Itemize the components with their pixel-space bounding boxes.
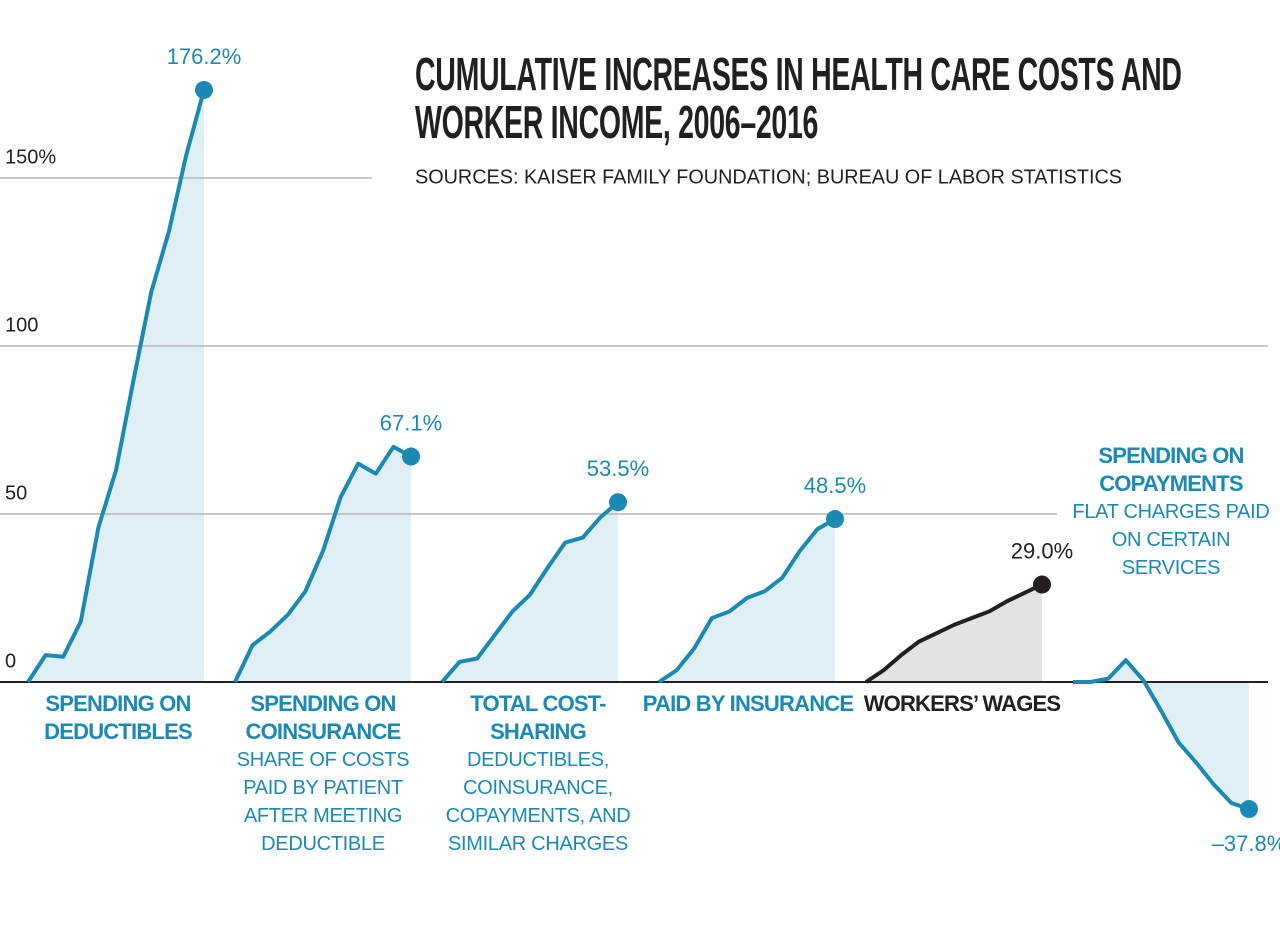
area <box>866 584 1042 682</box>
line <box>864 582 1043 684</box>
series-name: PAID BY INSURANCE <box>642 691 854 716</box>
value-label: 29.0% <box>1011 538 1073 563</box>
series-label: SPENDING ON COPAYMENTS FLAT CHARGES PAID … <box>1062 442 1280 582</box>
chart-title: CUMULATIVE INCREASES IN HEALTH CARE COST… <box>415 48 1182 148</box>
y-tick-label: 150% <box>5 146 56 168</box>
grid <box>0 177 1268 683</box>
end-dot <box>1240 800 1258 819</box>
value-label: 48.5% <box>804 473 866 498</box>
line <box>1073 658 1250 811</box>
series-description: SHARE OF COSTS PAID BY PATIENT AFTER MEE… <box>236 749 410 855</box>
value-label: 67.1% <box>380 410 442 435</box>
value-label: 176.2% <box>167 44 242 69</box>
series-description: DEDUCTIBLES, COINSURANCE, COPAYMENTS, AN… <box>445 749 631 855</box>
series-description: FLAT CHARGES PAID ON CERTAIN SERVICES <box>1072 501 1270 579</box>
series-label: PAID BY INSURANCE <box>640 690 856 718</box>
end-dot <box>826 510 844 529</box>
y-tick-label: 0 <box>5 650 16 672</box>
y-tick-label: 100 <box>5 314 38 336</box>
series-label: SPENDING ON DEDUCTIBLES <box>8 690 228 746</box>
line <box>26 89 206 684</box>
series-name: SPENDING ON COPAYMENTS <box>1098 443 1244 496</box>
area <box>235 446 411 682</box>
series-name: SPENDING ON COINSURANCE <box>245 691 402 744</box>
line <box>233 444 412 683</box>
series-label: TOTAL COST-SHARING DEDUCTIBLES, COINSURAN… <box>430 690 646 858</box>
end-dot <box>609 493 627 512</box>
series-name: WORKERS’ WAGES <box>863 691 1061 716</box>
area <box>28 89 204 682</box>
line <box>657 517 836 684</box>
chart-subtitle: SOURCES: KAISER FAMILY FOUNDATION; BUREA… <box>415 166 1122 188</box>
y-tick-label: 50 <box>5 482 27 504</box>
line <box>440 500 620 684</box>
end-dot <box>1033 575 1051 594</box>
value-label: –37.8% <box>1212 831 1280 856</box>
series-label: WORKERS’ WAGES <box>850 690 1074 718</box>
series-label: SPENDING ON COINSURANCE SHARE OF COSTS PA… <box>218 690 428 858</box>
end-dot <box>402 447 420 466</box>
series-name: SPENDING ON DEDUCTIBLES <box>44 691 192 744</box>
series-name: TOTAL COST-SHARING <box>470 691 606 744</box>
area <box>659 519 835 682</box>
end-dot <box>195 80 213 99</box>
value-label: 53.5% <box>587 456 649 481</box>
area <box>442 502 618 682</box>
